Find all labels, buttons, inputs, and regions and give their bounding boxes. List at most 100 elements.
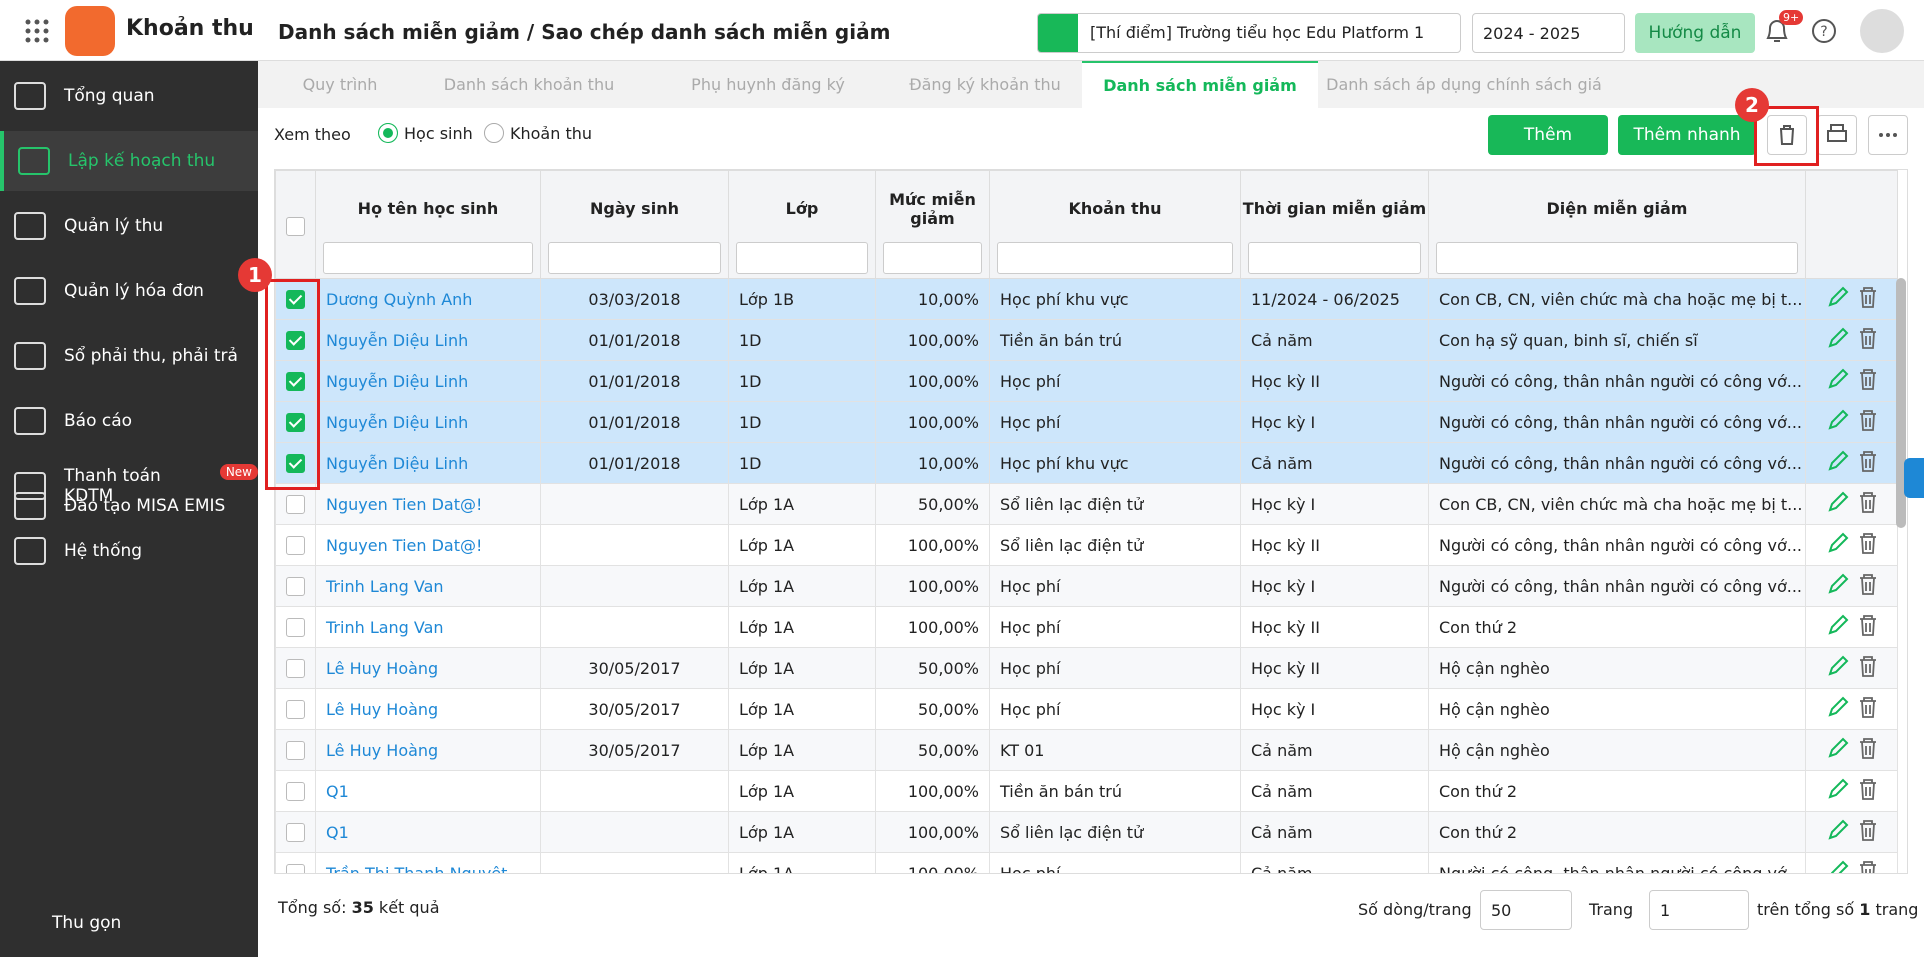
student-name[interactable]: Trinh Lang Van xyxy=(326,617,444,637)
student-name[interactable]: Nguyen Tien Dat@! xyxy=(326,494,483,514)
column-filter[interactable] xyxy=(736,242,868,274)
row-actions[interactable] xyxy=(1826,613,1886,637)
checkbox[interactable] xyxy=(286,617,305,637)
avatar[interactable] xyxy=(1860,9,1904,53)
row-actions[interactable] xyxy=(1826,818,1886,842)
menu-item[interactable]: Lập kế hoạch thu xyxy=(0,131,258,191)
tab[interactable]: Phụ huynh đăng ký xyxy=(691,75,845,94)
checkbox[interactable] xyxy=(286,217,305,236)
year-select[interactable]: 2024 - 2025 xyxy=(1472,13,1625,53)
header-cell xyxy=(1805,170,1898,279)
apps-icon[interactable] xyxy=(24,18,50,44)
menu-item[interactable]: Sổ phải thu, phải trả xyxy=(0,326,258,386)
menu-item[interactable]: Hệ thống xyxy=(0,521,258,581)
menu-item[interactable]: Tổng quan xyxy=(0,66,258,126)
help-icon[interactable]: ? xyxy=(1811,18,1837,44)
print-button[interactable] xyxy=(1817,115,1857,155)
column-filter[interactable] xyxy=(883,242,982,274)
column-filter[interactable] xyxy=(323,242,533,274)
student-name[interactable]: Nguyễn Diệu Linh xyxy=(326,412,469,432)
cell-text: Người có công, thân nhân người có công v… xyxy=(1439,371,1802,391)
checkbox[interactable] xyxy=(286,863,305,873)
student-name[interactable]: Lê Huy Hoàng xyxy=(326,699,439,719)
row-actions[interactable] xyxy=(1826,736,1886,760)
delete-selected-button[interactable] xyxy=(1767,115,1807,155)
row-actions[interactable] xyxy=(1826,572,1886,596)
student-name[interactable]: Q1 xyxy=(326,822,349,842)
column-filter[interactable] xyxy=(1248,242,1421,274)
page-size-select[interactable]: 50 xyxy=(1480,890,1572,930)
tab[interactable]: Danh sách khoản thu xyxy=(443,75,615,94)
cell: Dương Quỳnh Anh xyxy=(315,278,541,320)
row-actions[interactable] xyxy=(1826,859,1886,874)
row-actions[interactable] xyxy=(1826,654,1886,678)
cell-text: Con thứ 2 xyxy=(1439,781,1518,801)
menu-item[interactable]: Thanh toán KDTM New xyxy=(0,456,258,516)
school-select[interactable]: [Thí điểm] Trường tiểu học Edu Platform … xyxy=(1037,13,1461,53)
radio-option[interactable]: Khoản thu xyxy=(484,123,592,143)
page-input[interactable]: 1 xyxy=(1649,890,1749,930)
checkbox[interactable] xyxy=(286,453,305,473)
checkbox[interactable] xyxy=(286,699,305,719)
row-actions[interactable] xyxy=(1826,367,1886,391)
menu-item[interactable]: Quản lý thu xyxy=(0,196,258,256)
bell-icon[interactable] xyxy=(1762,16,1792,46)
student-name[interactable]: Lê Huy Hoàng xyxy=(326,740,439,760)
checkbox[interactable] xyxy=(286,289,305,309)
scrollbar[interactable] xyxy=(1896,278,1906,528)
more-button[interactable] xyxy=(1868,115,1908,155)
menu-item[interactable]: Quản lý hóa đơn xyxy=(0,261,258,321)
total-label: Tổng số: xyxy=(278,898,347,917)
checkbox[interactable] xyxy=(286,535,305,555)
column-filter[interactable] xyxy=(1436,242,1798,274)
checkbox[interactable] xyxy=(286,576,305,596)
tab[interactable]: Danh sách miễn giảm xyxy=(1082,61,1318,108)
checkbox[interactable] xyxy=(286,330,305,350)
menu-item[interactable]: Đào tạo MISA EMIS xyxy=(0,476,258,536)
student-name[interactable]: Trinh Lang Van xyxy=(326,576,444,596)
checkbox[interactable] xyxy=(286,781,305,801)
row-actions[interactable] xyxy=(1826,285,1886,309)
menu-item[interactable]: Báo cáo xyxy=(0,391,258,451)
tab[interactable]: Đăng ký khoản thu xyxy=(909,75,1061,94)
checkbox[interactable] xyxy=(286,371,305,391)
row-actions[interactable] xyxy=(1826,449,1886,473)
tab[interactable]: Quy trình xyxy=(302,75,378,94)
cell-text: 100,00% xyxy=(907,576,979,596)
tab[interactable]: Danh sách áp dụng chính sách giá xyxy=(1326,75,1602,94)
cell-text: 100,00% xyxy=(907,535,979,555)
student-name[interactable]: Nguyễn Diệu Linh xyxy=(326,330,469,350)
student-name[interactable]: Dương Quỳnh Anh xyxy=(326,289,473,309)
row-actions[interactable] xyxy=(1826,408,1886,432)
checkbox[interactable] xyxy=(286,412,305,432)
add-button[interactable]: Thêm xyxy=(1488,115,1608,155)
student-name[interactable]: Nguyễn Diệu Linh xyxy=(326,371,469,391)
column-filter[interactable] xyxy=(548,242,721,274)
row-actions[interactable] xyxy=(1826,531,1886,555)
student-name[interactable]: Trần Thị Thanh Nguyệt xyxy=(326,863,508,874)
radio-option[interactable]: Học sinh xyxy=(378,123,473,143)
quick-add-button[interactable]: Thêm nhanh xyxy=(1618,115,1756,155)
cell-text: Tiền ăn bán trú xyxy=(1000,330,1123,350)
new-badge: New xyxy=(219,464,258,480)
row-actions[interactable] xyxy=(1826,326,1886,350)
checkbox[interactable] xyxy=(286,658,305,678)
student-name[interactable]: Lê Huy Hoàng xyxy=(326,658,439,678)
checkbox[interactable] xyxy=(286,740,305,760)
row-actions[interactable] xyxy=(1826,490,1886,514)
row-actions[interactable] xyxy=(1826,777,1886,801)
student-name[interactable]: Nguyễn Diệu Linh xyxy=(326,453,469,473)
row-actions[interactable] xyxy=(1826,695,1886,719)
cell: Học kỳ II xyxy=(1240,606,1429,648)
student-name[interactable]: Nguyen Tien Dat@! xyxy=(326,535,483,555)
cell: 50,00% xyxy=(875,483,990,525)
side-toggle[interactable] xyxy=(1904,458,1924,498)
checkbox[interactable] xyxy=(286,494,305,514)
checkbox[interactable] xyxy=(286,822,305,842)
cell xyxy=(1805,770,1898,812)
student-name[interactable]: Q1 xyxy=(326,781,349,801)
column-filter[interactable] xyxy=(997,242,1233,274)
collapse[interactable]: Thu gọn xyxy=(52,913,122,933)
cell-text: 01/01/2018 xyxy=(588,412,681,432)
guide-button[interactable]: Hướng dẫn xyxy=(1635,13,1755,53)
